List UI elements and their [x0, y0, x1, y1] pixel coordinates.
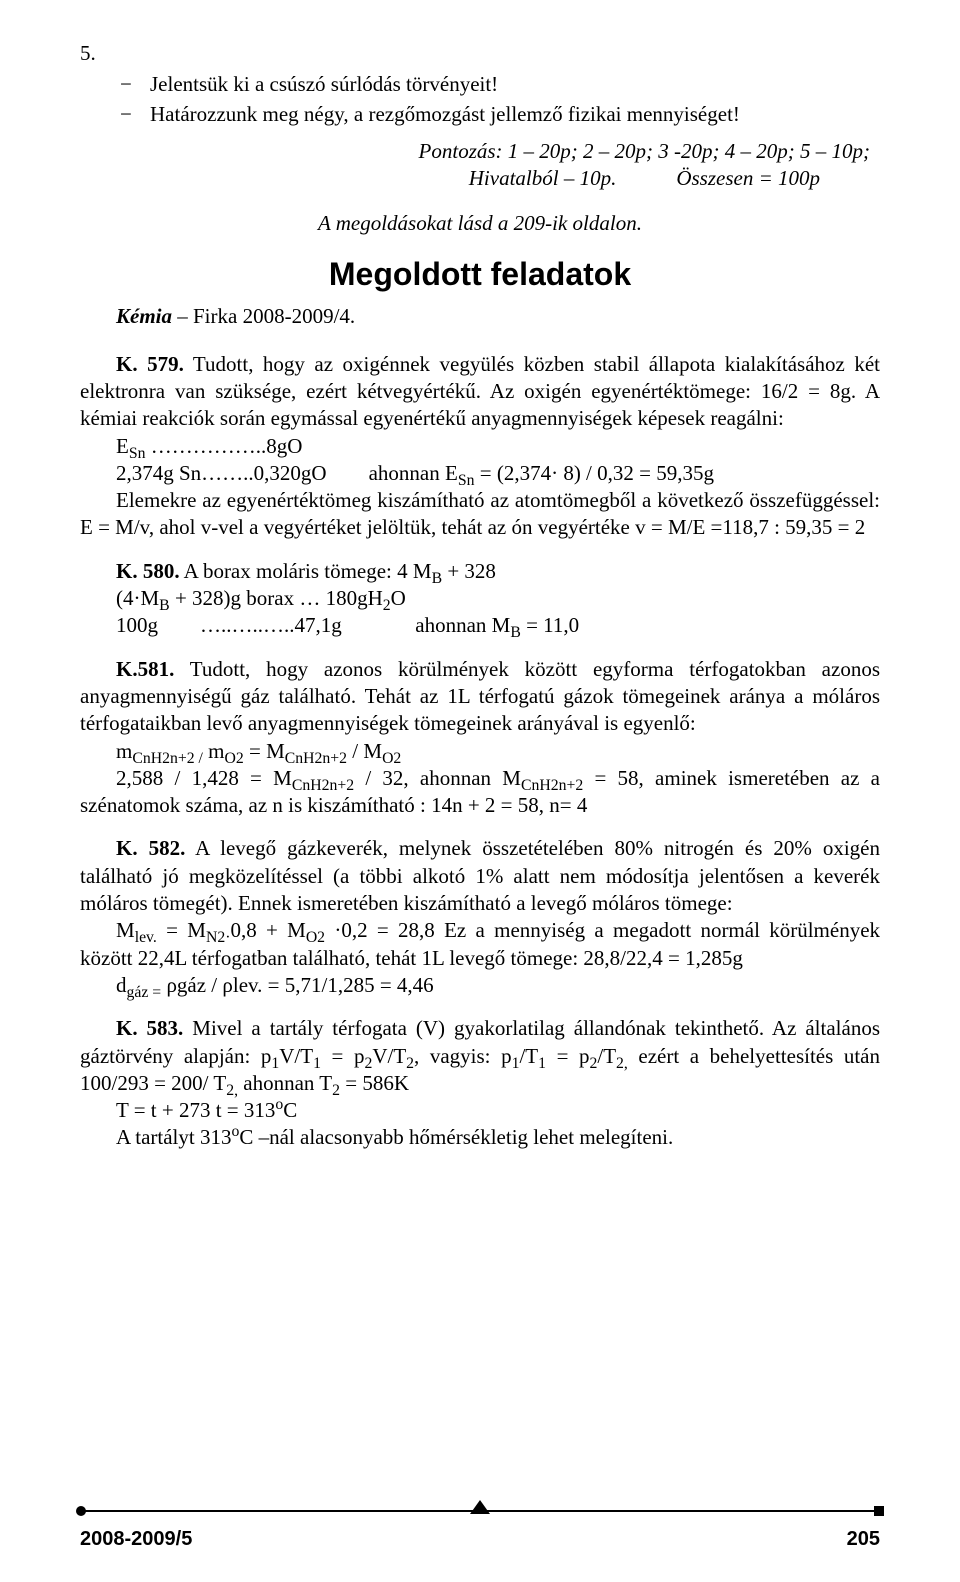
footer-page-number: 205 [847, 1526, 880, 1552]
bullet-text: Jelentsük ki a csúszó súrlódás törvényei… [150, 71, 498, 98]
page-footer: 2008-2009/5 205 [80, 1510, 880, 1552]
equation-row: ESn ……………..8gO [116, 434, 302, 458]
scoring-total: Összesen = 100p [676, 165, 820, 192]
problem-text: A tartályt 313oC –nál alacsonyabb hőmérs… [116, 1125, 673, 1149]
problem-k581: K.581. Tudott, hogy azonos körülmények k… [80, 656, 880, 820]
equation-row: dgáz = ρgáz / ρlev. = 5,71/1,285 = 4,46 [116, 973, 434, 997]
bullet-list: − Jelentsük ki a csúszó súrlódás törvény… [120, 71, 880, 128]
subject-name: Kémia [116, 304, 172, 328]
section-number: 5. [80, 40, 880, 67]
problem-label: K. 580. [116, 559, 180, 583]
bullet-item: − Jelentsük ki a csúszó súrlódás törvény… [120, 71, 880, 98]
scoring-values: 1 – 20p; 2 – 20p; 3 -20p; 4 – 20p; 5 – 1… [503, 139, 870, 163]
equation-row: mCnH2n+2 / mO2 = MCnH2n+2 / MO2 [116, 739, 401, 763]
triangle-icon [470, 1500, 490, 1514]
equation-row: 2,588 / 1,428 = MCnH2n+2 / 32, ahonnan M… [80, 766, 880, 817]
square-icon [874, 1506, 884, 1516]
equation-row: (4·MB + 328)g borax … 180gH2O [116, 586, 406, 610]
scoring-left: Hivatalból – 10p. [469, 165, 617, 192]
problem-k583: K. 583. Mivel a tartály térfogata (V) gy… [80, 1015, 880, 1151]
section-title: Megoldott feladatok [80, 254, 880, 296]
problem-text: Elemekre az egyenértéktömeg kiszámítható… [80, 488, 880, 539]
problem-label: K. 583. [116, 1016, 183, 1040]
problem-k582: K. 582. A levegő gázkeverék, melynek öss… [80, 835, 880, 999]
dash-icon: − [120, 71, 150, 98]
problem-label: K. 582. [116, 836, 185, 860]
equation-row: 100g …..…..…..47,1g ahonnan MB = 11,0 [116, 613, 579, 637]
footer-divider [80, 1510, 880, 1522]
scoring-label: Pontozás: [419, 139, 503, 163]
bullet-item: − Határozzunk meg négy, a rezgőmozgást j… [120, 101, 880, 128]
dot-icon [76, 1506, 86, 1516]
dash-icon: − [120, 101, 150, 128]
scoring-line: Hivatalból – 10p. Összesen = 100p [80, 165, 870, 192]
subject-rest: – Firka 2008-2009/4. [172, 304, 355, 328]
scoring-block: Pontozás: 1 – 20p; 2 – 20p; 3 -20p; 4 – … [80, 138, 870, 193]
problem-label: K. 579. [116, 352, 184, 376]
equation-row: Mlev. = MN2·0,8 + MO2 ·0,2 = 28,8 Ez a m… [80, 918, 880, 969]
solutions-note: A megoldásokat lásd a 209-ik oldalon. [80, 210, 880, 237]
subject-line: Kémia – Firka 2008-2009/4. [116, 303, 880, 330]
problem-label: K.581. [116, 657, 174, 681]
problem-k580: K. 580. A borax moláris tömege: 4 MB + 3… [80, 558, 880, 640]
equation-row: 2,374g Sn……..0,320gO ahonnan ESn = (2,37… [116, 461, 714, 485]
problem-k579: K. 579. Tudott, hogy az oxigénnek vegyül… [80, 351, 880, 542]
bullet-text: Határozzunk meg négy, a rezgőmozgást jel… [150, 101, 740, 128]
footer-issue: 2008-2009/5 [80, 1526, 192, 1552]
equation-row: T = t + 273 t = 313oC [116, 1098, 297, 1122]
problem-text: Tudott, hogy az oxigénnek vegyülés közbe… [80, 352, 880, 431]
scoring-line: Pontozás: 1 – 20p; 2 – 20p; 3 -20p; 4 – … [80, 138, 870, 165]
